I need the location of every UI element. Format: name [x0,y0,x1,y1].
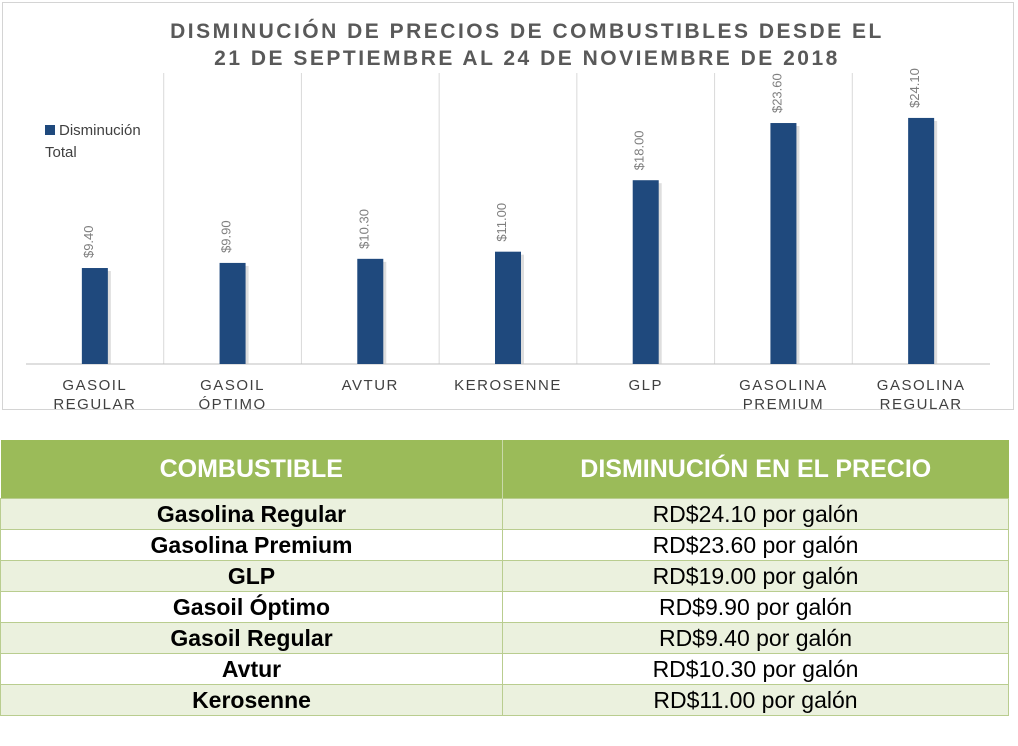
bar [219,262,246,364]
bar [770,123,797,364]
chart-title-line-1: DISMINUCIÓN DE PRECIOS DE COMBUSTIBLES D… [170,19,884,43]
chart-title: DISMINUCIÓN DE PRECIOS DE COMBUSTIBLES D… [170,19,884,70]
price-cell: RD$23.60 por galón [502,529,1009,561]
fuel-name-cell: Gasolina Premium [0,529,503,561]
bar-chart: DISMINUCIÓN DE PRECIOS DE COMBUSTIBLES D… [26,19,990,411]
header-disminucion: DISMINUCIÓN EN EL PRECIO [502,440,1009,499]
bars [81,117,938,364]
value-label: $9.90 [219,220,234,253]
fuel-name-cell: Kerosenne [0,684,503,716]
bar [495,251,521,364]
category-label: KEROSENNE [454,377,562,394]
fuel-name-cell: Gasoil Regular [0,622,503,654]
chart-title-line-2: 21 DE SEPTIEMBRE AL 24 DE NOVIEMBRE DE 2… [214,47,840,70]
category-label: AVTUR [342,377,399,394]
legend-label: Disminución Total [45,122,141,161]
table-row: Avtur RD$10.30 por galón [0,653,1009,685]
price-cell: RD$11.00 por galón [502,684,1009,716]
category-label: GLP [628,377,663,394]
category-label: GASOLINA PREMIUM [739,377,828,411]
fuel-name-cell: Gasolina Regular [0,498,503,530]
value-label: $24.10 [907,68,922,108]
fuel-name-cell: GLP [0,560,503,592]
value-label: $9.40 [81,225,96,258]
value-label: $11.00 [494,203,509,242]
value-label: $23.60 [769,73,784,113]
price-table: COMBUSTIBLE DISMINUCIÓN EN EL PRECIO Gas… [0,440,1009,716]
category-labels: GASOIL REGULAR GASOIL ÓPTIMO AVTUR KEROSENNE G… [53,377,966,411]
table-row: Gasolina Regular RD$24.10 por galón [0,498,1009,530]
table-body: Gasolina Regular RD$24.10 por galón Gasoli… [0,498,1009,716]
legend: Disminución Total [45,122,141,161]
bar [908,117,935,364]
value-label: $18.00 [632,130,647,170]
table-row: Gasolina Premium RD$23.60 por galón [0,529,1009,561]
value-labels: $9.40 $9.90 $10.30 $11.00 $18.00 $23.60 $24.10 [81,68,922,258]
table-header-row: COMBUSTIBLE DISMINUCIÓN EN EL PRECIO [0,440,1009,499]
value-label: $10.30 [356,209,371,249]
chart-panel: DISMINUCIÓN DE PRECIOS DE COMBUSTIBLES D… [2,2,1014,411]
fuel-name-cell: Avtur [0,653,503,685]
bar [81,268,108,364]
table-row: Gasoil Óptimo RD$9.90 por galón [0,591,1009,623]
category-label: GASOIL REGULAR [53,377,136,411]
table-row: Gasoil Regular RD$9.40 por galón [0,622,1009,654]
price-cell: RD$10.30 por galón [502,653,1009,685]
fuel-name-cell: Gasoil Óptimo [0,591,503,623]
bar [632,180,659,364]
header-combustible: COMBUSTIBLE [0,440,503,499]
price-cell: RD$19.00 por galón [502,560,1009,592]
price-cell: RD$9.90 por galón [502,591,1009,623]
price-cell: RD$24.10 por galón [502,498,1009,530]
category-label: GASOLINA REGULAR [877,377,966,411]
price-cell: RD$9.40 por galón [502,622,1009,654]
category-label: GASOIL ÓPTIMO [198,377,266,411]
legend-swatch [45,125,55,135]
table-row: Kerosenne RD$11.00 por galón [0,684,1009,716]
table-row: GLP RD$19.00 por galón [0,560,1009,592]
bar [357,258,384,364]
